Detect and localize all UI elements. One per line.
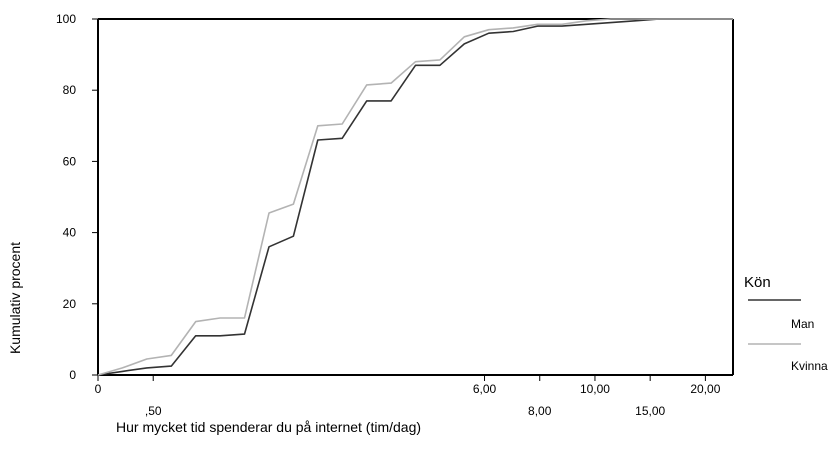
series-group <box>97 18 733 376</box>
x-axis-title: Hur mycket tid spenderar du på internet … <box>116 419 421 435</box>
y-tick-label: 100 <box>56 12 76 26</box>
x-tick-label: ,50 <box>145 404 162 418</box>
x-tick-label: 8,00 <box>528 404 552 418</box>
x-axis: 0 ,50 6,00 8,00 10,00 15,00 20,00 <box>95 375 721 418</box>
x-tick-label: 10,00 <box>580 382 610 396</box>
y-axis-title: Kumulativ procent <box>7 242 23 354</box>
y-tick-label: 20 <box>63 297 77 311</box>
y-axis: 0 20 40 60 80 100 <box>56 12 98 382</box>
legend: Kön Man Kvinna <box>744 274 828 373</box>
series-line-kvinna <box>97 18 733 376</box>
x-tick-label: 15,00 <box>635 404 665 418</box>
x-tick-label: 0 <box>95 382 102 396</box>
legend-label-kvinna: Kvinna <box>791 359 828 373</box>
x-tick-label: 6,00 <box>473 382 497 396</box>
plot-frame <box>97 18 734 376</box>
y-tick-label: 80 <box>63 83 77 97</box>
x-tick-label: 20,00 <box>690 382 720 396</box>
y-tick-label: 40 <box>63 226 77 240</box>
y-tick-label: 60 <box>63 154 77 168</box>
series-line-man <box>97 18 733 376</box>
y-tick-label: 0 <box>69 368 76 382</box>
legend-label-man: Man <box>791 317 814 331</box>
legend-title: Kön <box>744 274 771 291</box>
